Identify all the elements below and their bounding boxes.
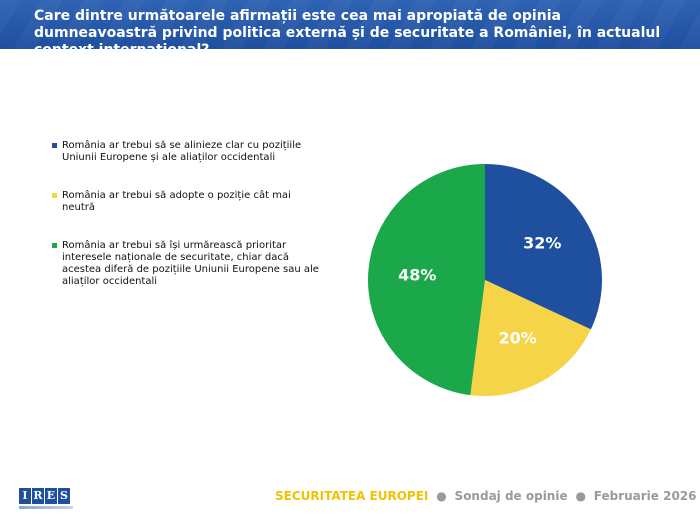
chart-question-title: Care dintre următoarele afirmații este c… bbox=[34, 8, 661, 49]
legend-item-national-interest: România ar trebui să își urmărească prio… bbox=[52, 240, 322, 288]
legend-item-neutral: România ar trebui să adopte o poziție câ… bbox=[52, 190, 322, 214]
logo-letter: R bbox=[32, 488, 44, 504]
footer-separator: ● bbox=[575, 489, 586, 503]
legend-item-align-eu: România ar trebui să se alinieze clar cu… bbox=[52, 140, 322, 164]
header-bar: Care dintre următoarele afirmații este c… bbox=[0, 0, 700, 49]
legend-swatch-yellow bbox=[52, 193, 57, 198]
legend-label: România ar trebui să se alinieze clar cu… bbox=[62, 140, 302, 163]
logo-letter: S bbox=[58, 488, 70, 504]
legend: România ar trebui să se alinieze clar cu… bbox=[52, 140, 322, 288]
pie-slice-national-interest bbox=[367, 164, 485, 396]
footer-survey-type: Sondaj de opinie bbox=[454, 489, 568, 503]
data-label: 20% bbox=[499, 328, 537, 347]
logo-letter: I bbox=[19, 488, 31, 504]
legend-swatch-green bbox=[52, 243, 57, 248]
pie-slice-neutral bbox=[470, 280, 591, 396]
legend-swatch-blue bbox=[52, 143, 57, 148]
footer-date: Februarie 2026 bbox=[593, 489, 697, 503]
data-label: 48% bbox=[398, 265, 436, 284]
logo-letter: E bbox=[45, 488, 57, 504]
pie-chart: 32% 20% 48% bbox=[367, 164, 602, 396]
data-label: 32% bbox=[523, 233, 561, 252]
logo-underline bbox=[19, 506, 73, 509]
footer-brand: SECURITATEA EUROPEI bbox=[275, 489, 429, 503]
legend-label: România ar trebui să își urmărească prio… bbox=[62, 240, 319, 287]
pie-slice-align-eu bbox=[485, 164, 602, 330]
legend-label: România ar trebui să adopte o poziție câ… bbox=[62, 190, 291, 213]
footer-caption: SECURITATEA EUROPEI ● Sondaj de opinie ●… bbox=[275, 489, 697, 503]
footer-separator: ● bbox=[436, 489, 447, 503]
